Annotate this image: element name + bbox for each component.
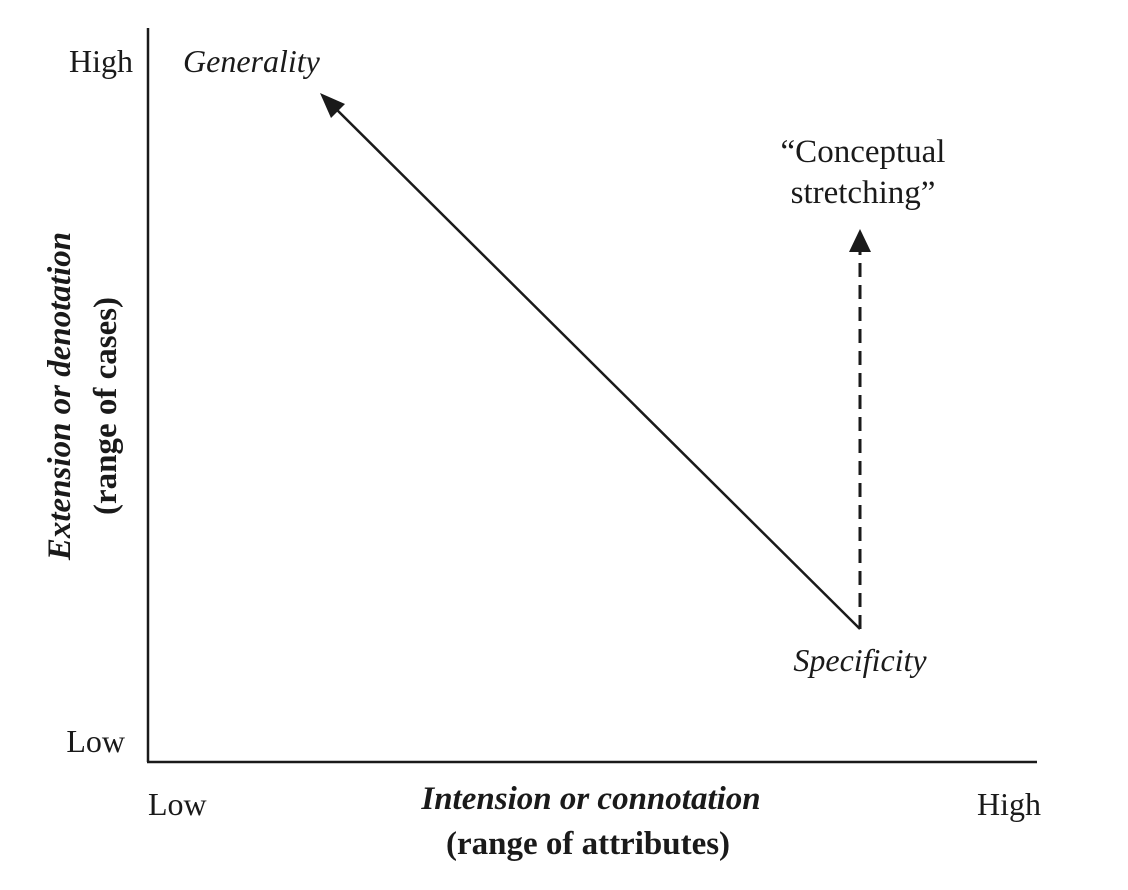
x-low-label: Low [148,786,207,822]
y-high-label: High [69,43,133,79]
specificity-label: Specificity [793,642,927,678]
tradeoff-arrowhead-icon [320,93,345,118]
x-high-label: High [977,786,1041,822]
y-low-label: Low [66,723,125,759]
stretching-note-line1: “Conceptual [781,134,946,170]
stretching-note-line2: stretching” [791,175,936,211]
stretching-arrowhead-icon [849,229,871,252]
generality-label: Generality [183,43,321,79]
x-axis-subtitle: (range of attributes) [446,826,730,862]
tradeoff-arrow [323,96,861,630]
y-axis-title: Extension or denotation [42,232,78,561]
x-axis-title: Intension or connotation [420,781,760,817]
y-axis-subtitle: (range of cases) [88,297,124,515]
